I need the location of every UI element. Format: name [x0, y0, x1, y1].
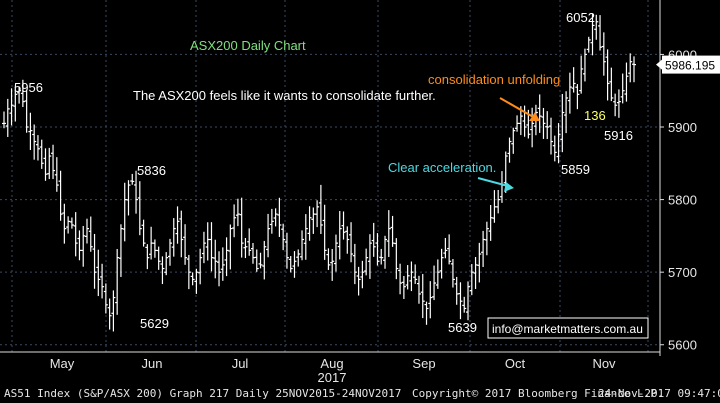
consolidation-arrow	[499, 97, 536, 119]
x-tick-label: Aug	[320, 356, 343, 371]
last-price-label: 5986.195	[665, 59, 715, 73]
x-tick-label: May	[50, 356, 75, 371]
consolidation-label: consolidation unfolding	[428, 72, 560, 87]
price-label: 5916	[604, 128, 633, 143]
price-label: 5629	[140, 316, 169, 331]
x-tick-label: Oct	[505, 356, 526, 371]
acceleration-arrow	[477, 177, 509, 187]
consolidation-arrowhead	[529, 112, 540, 121]
footer-security: AS51 Index (S&P/ASX 200) Graph 217 Daily…	[4, 387, 402, 400]
x-axis: May Jun Jul Aug Sep Oct Nov 2017	[0, 351, 660, 383]
main-comment: The ASX200 feels like it wants to consol…	[133, 88, 436, 103]
acceleration-label: Clear acceleration.	[388, 160, 496, 175]
x-tick-label: Jul	[232, 356, 249, 371]
price-label: 6052	[566, 10, 595, 25]
y-tick-label: 5800	[668, 193, 697, 208]
last-price-box	[662, 55, 720, 74]
chart-grid	[0, 0, 660, 352]
footer-copyright: Copyright© 2017 Bloomberg Finance L.P.	[412, 387, 664, 400]
price-label: 5956	[14, 80, 43, 95]
x-year-label: 2017	[318, 370, 347, 383]
price-label: 5859	[561, 162, 590, 177]
website-box	[487, 317, 649, 339]
x-tick-label: Nov	[592, 356, 616, 371]
x-tick-label: Sep	[412, 356, 435, 371]
price-label: 5639	[448, 320, 477, 335]
price-label: 5836	[137, 163, 166, 178]
price-label: 136	[584, 108, 606, 123]
acceleration-arrowhead	[504, 182, 514, 192]
y-tick-label: 5600	[668, 338, 697, 353]
footer-timestamp: 24-Nov-2017 09:47:03	[598, 387, 720, 400]
price-labels: 5956 5836 5629 5639 5859 6052 5916 136	[14, 10, 633, 335]
last-price-pointer	[656, 59, 662, 70]
annotations: ASX200 Daily Chart The ASX200 feels like …	[133, 38, 649, 339]
y-tick-label: 5700	[668, 265, 697, 280]
y-tick-label: 5900	[668, 120, 697, 135]
x-tick-label: Jun	[142, 356, 163, 371]
chart-title: ASX200 Daily Chart	[190, 38, 306, 53]
bloomberg-footer: AS51 Index (S&P/ASX 200) Graph 217 Daily…	[0, 383, 720, 403]
website-label: info@marketmatters.com.au	[492, 322, 643, 336]
price-bars	[2, 13, 636, 332]
